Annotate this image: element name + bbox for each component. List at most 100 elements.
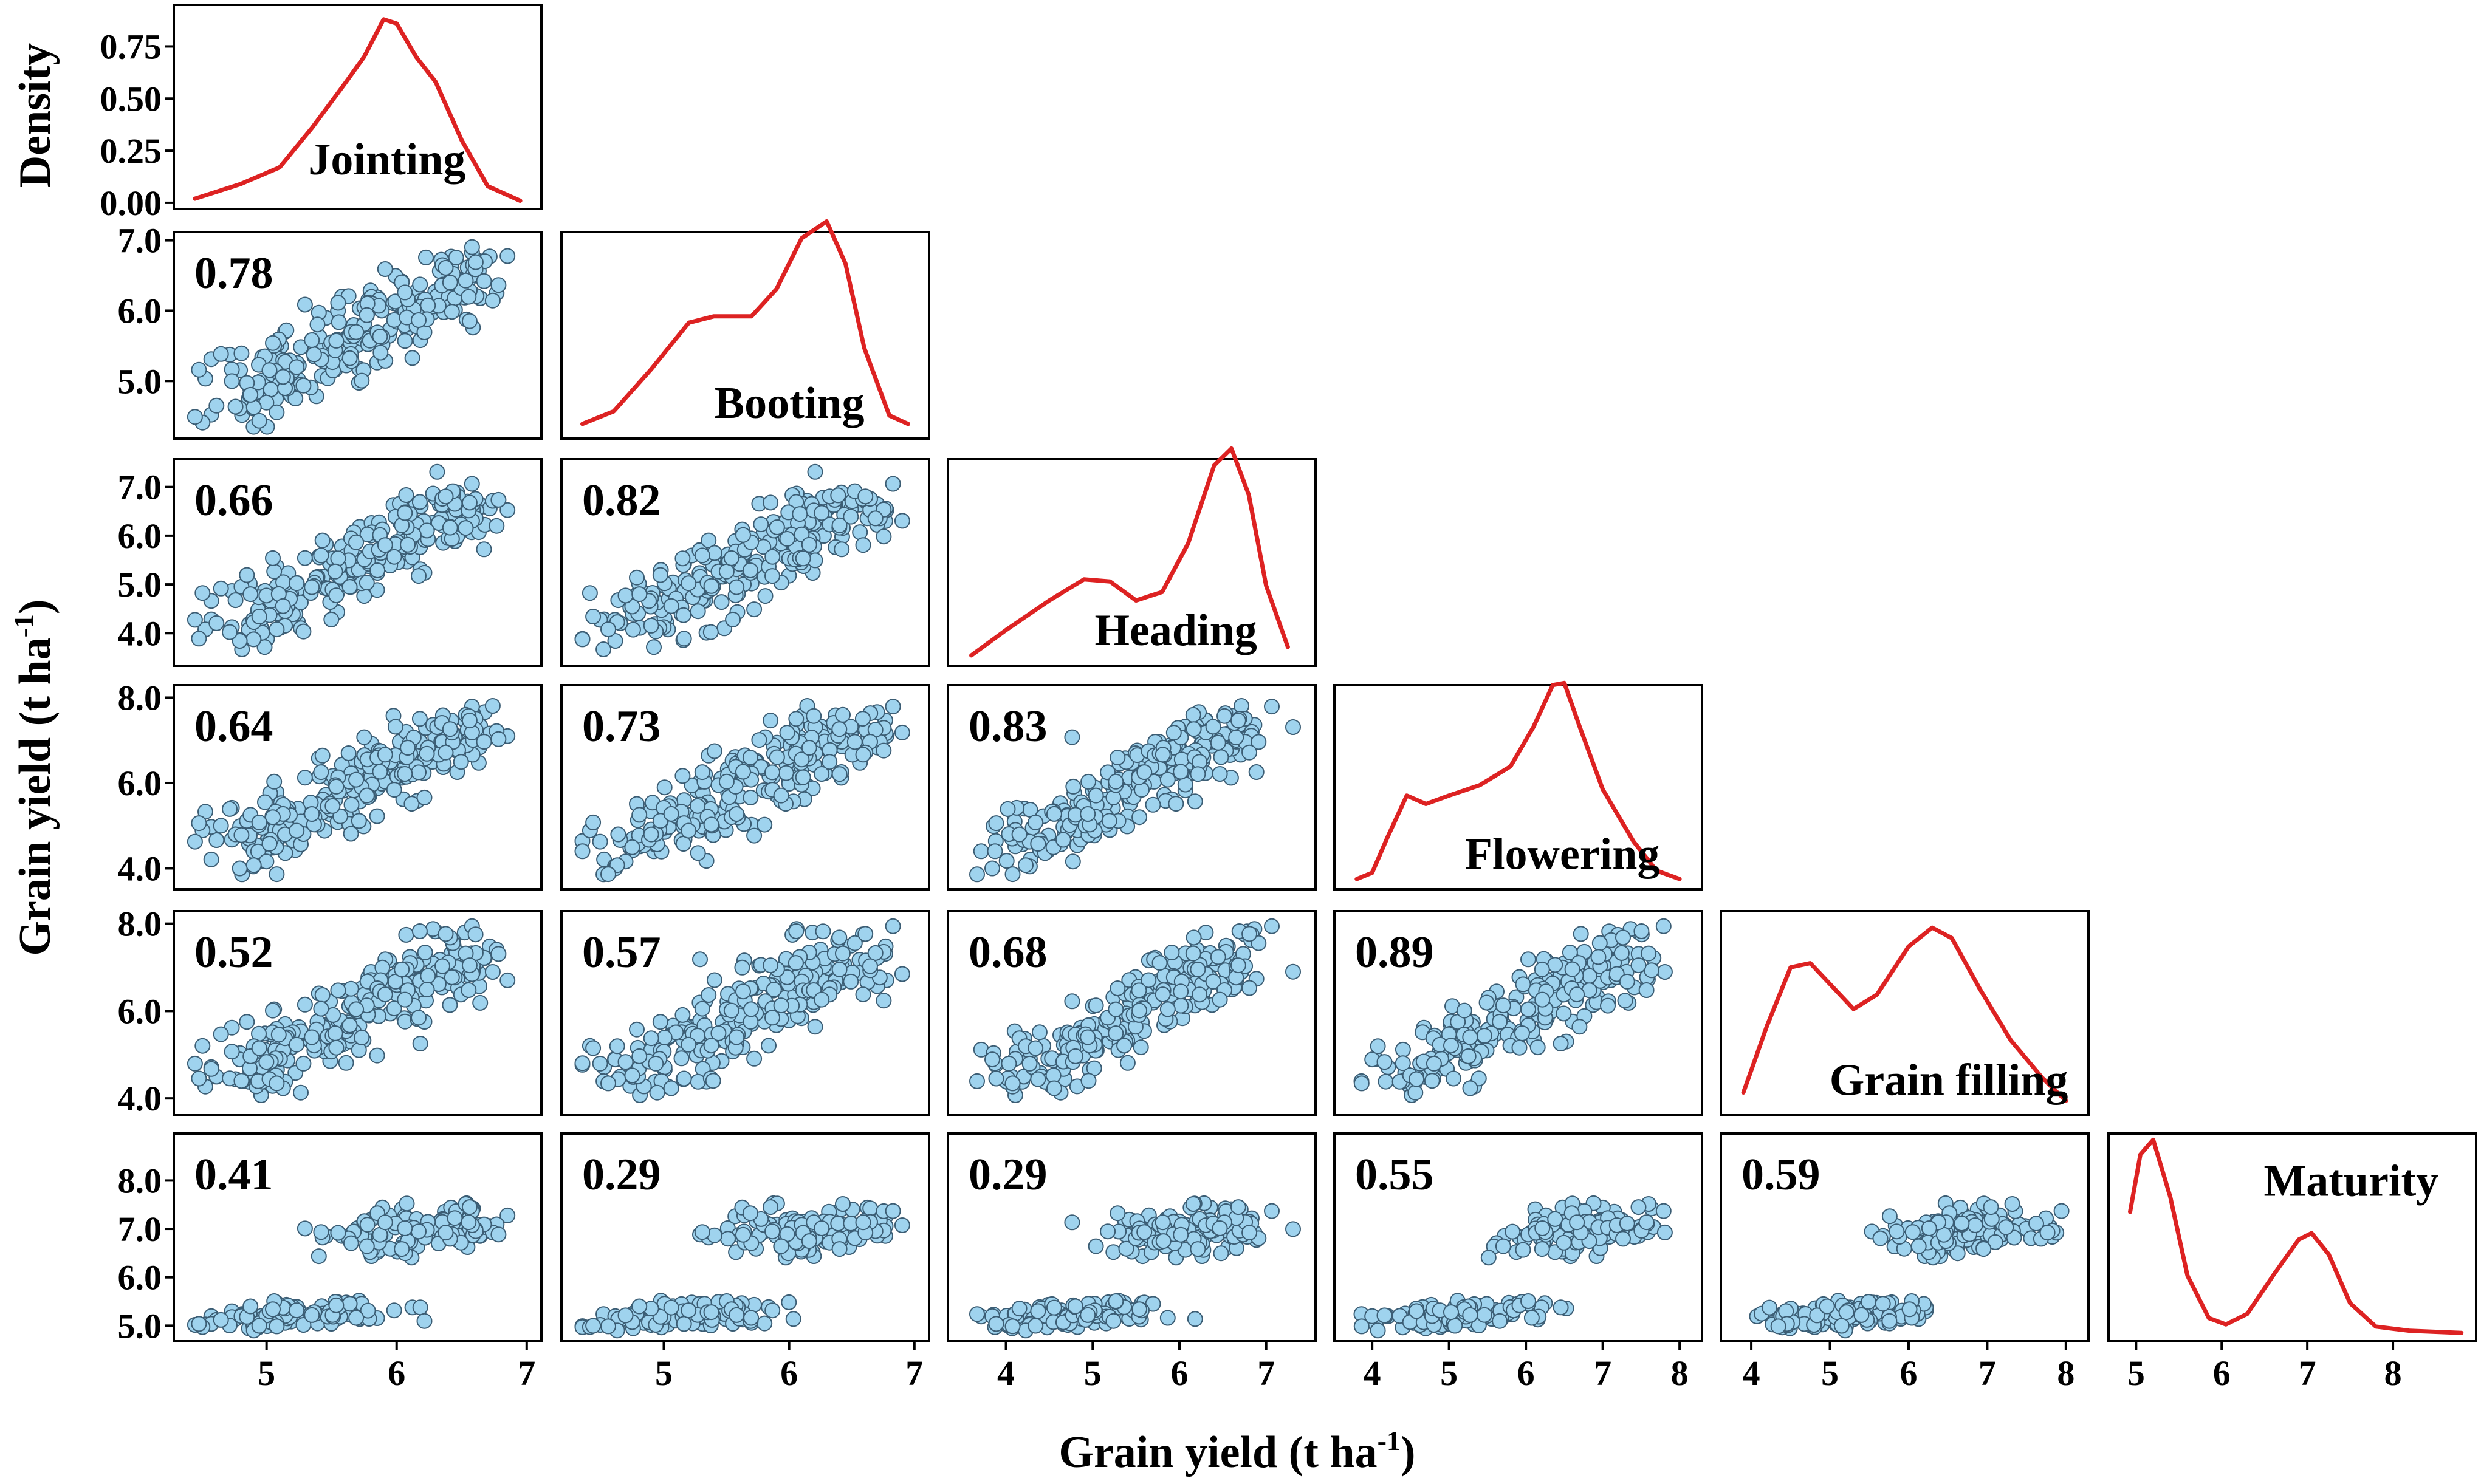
stage-label: Grain filling bbox=[1830, 1055, 2068, 1105]
scatter-point bbox=[187, 1055, 203, 1072]
scatter-point bbox=[397, 991, 413, 1008]
scatter-point bbox=[343, 1235, 359, 1251]
y-axis-label-close: ) bbox=[10, 599, 60, 614]
correlation-label: 0.52 bbox=[194, 928, 273, 977]
scatter-point bbox=[779, 725, 795, 741]
scatter-point bbox=[600, 1075, 616, 1092]
scatter-point bbox=[295, 377, 312, 394]
scatter-point bbox=[490, 946, 507, 962]
scatter-point bbox=[713, 594, 730, 610]
scatter-point bbox=[1264, 1203, 1280, 1219]
x-tick-label: 4 bbox=[1364, 1353, 1381, 1393]
scatter-point bbox=[1155, 1214, 1171, 1231]
y-axis-label-text: Grain yield (t ha bbox=[10, 637, 60, 956]
y-tick-label: 5.0 bbox=[118, 1306, 162, 1346]
scatter-point bbox=[438, 744, 454, 761]
scatter-point bbox=[723, 1002, 739, 1019]
scatter-point bbox=[213, 1026, 229, 1042]
scatter-point bbox=[341, 579, 358, 595]
scatter-point bbox=[369, 1047, 385, 1064]
scatter-point bbox=[386, 312, 402, 328]
scatter-point bbox=[1155, 1233, 1172, 1250]
scatter-point bbox=[265, 1301, 281, 1318]
scatter-point bbox=[764, 568, 780, 584]
scatter-point bbox=[757, 816, 773, 833]
scatter-point bbox=[1210, 734, 1226, 751]
y-tick-label: 5.0 bbox=[118, 361, 162, 401]
scatter-point bbox=[643, 826, 659, 843]
scatter-point bbox=[1213, 1245, 1229, 1262]
scatter-point bbox=[1998, 1219, 2014, 1236]
scatter-point bbox=[703, 1304, 719, 1321]
scatter-point bbox=[631, 1298, 648, 1315]
scatter-point bbox=[304, 332, 320, 348]
scatter-point bbox=[328, 1297, 345, 1313]
scatter-point bbox=[723, 550, 739, 566]
scatter-point bbox=[397, 1220, 413, 1236]
scatter-point bbox=[674, 1007, 691, 1023]
scatter-point bbox=[894, 1217, 910, 1233]
scatter-point bbox=[1055, 832, 1071, 848]
scatter-point bbox=[1155, 747, 1171, 763]
scatter-point bbox=[411, 1010, 427, 1026]
scatter-point bbox=[1101, 813, 1117, 829]
scatter-point bbox=[453, 754, 469, 770]
scatter-point bbox=[313, 764, 329, 781]
scatter-point bbox=[328, 1039, 345, 1056]
scatter-point bbox=[397, 505, 413, 521]
scatter-point bbox=[265, 335, 281, 351]
scatter-point bbox=[420, 968, 436, 984]
scatter-point bbox=[600, 866, 616, 883]
scatter-point bbox=[1080, 1073, 1097, 1089]
scatter-point bbox=[245, 631, 262, 648]
scatter-point bbox=[369, 808, 385, 824]
scatter-point bbox=[852, 524, 868, 541]
scatter-point bbox=[464, 239, 480, 255]
y-tick-label: 6.0 bbox=[118, 1258, 162, 1298]
y-tick-label: 0.50 bbox=[100, 79, 162, 118]
scatter-point bbox=[328, 778, 345, 795]
scatter-point bbox=[331, 314, 347, 330]
scatter-point bbox=[266, 563, 283, 580]
scatter-point bbox=[387, 973, 403, 990]
scatter-point bbox=[1534, 961, 1550, 977]
scatter-point bbox=[461, 1199, 478, 1216]
x-tick-label: 6 bbox=[780, 1353, 798, 1393]
scatter-point bbox=[822, 754, 838, 770]
scatter-point bbox=[490, 491, 507, 508]
scatter-point bbox=[472, 994, 489, 1011]
scatter-point bbox=[585, 609, 602, 624]
scatter-point bbox=[1230, 1199, 1246, 1216]
scatter-point bbox=[703, 578, 719, 594]
scatter-point bbox=[1004, 1075, 1021, 1092]
scatter-point bbox=[1131, 809, 1148, 826]
scatter-point bbox=[1619, 1216, 1635, 1231]
scatter-point bbox=[191, 631, 207, 647]
correlation-label: 0.29 bbox=[582, 1150, 661, 1200]
scatter-point bbox=[269, 1318, 285, 1335]
scatter-point bbox=[1514, 1025, 1530, 1041]
scatter-point bbox=[419, 745, 435, 762]
scatter-point bbox=[734, 959, 750, 976]
scatter-point bbox=[690, 845, 706, 861]
scatter-point bbox=[703, 1038, 719, 1054]
y-tick-label: 7.0 bbox=[118, 221, 162, 261]
scatter-point bbox=[1067, 1048, 1083, 1064]
scatter-point bbox=[270, 1027, 287, 1043]
y-tick-label: 8.0 bbox=[118, 904, 162, 944]
scatter-point bbox=[1108, 1293, 1124, 1309]
scatter-point bbox=[984, 1051, 1000, 1068]
scatter-point bbox=[1159, 1310, 1176, 1326]
scatter-point bbox=[652, 567, 668, 583]
x-tick-label: 5 bbox=[258, 1353, 275, 1393]
y-tick-label: 0.00 bbox=[100, 183, 162, 223]
scatter-point bbox=[265, 1002, 281, 1019]
scatter-point bbox=[855, 747, 871, 763]
correlation-label: 0.73 bbox=[582, 702, 661, 751]
scatter-panel-r3-c2 bbox=[969, 698, 1301, 883]
scatter-point bbox=[438, 259, 454, 276]
scatter-point bbox=[574, 631, 591, 648]
scatter-point bbox=[1520, 1001, 1536, 1017]
scatter-point bbox=[289, 359, 305, 375]
correlation-label: 0.57 bbox=[582, 928, 661, 977]
